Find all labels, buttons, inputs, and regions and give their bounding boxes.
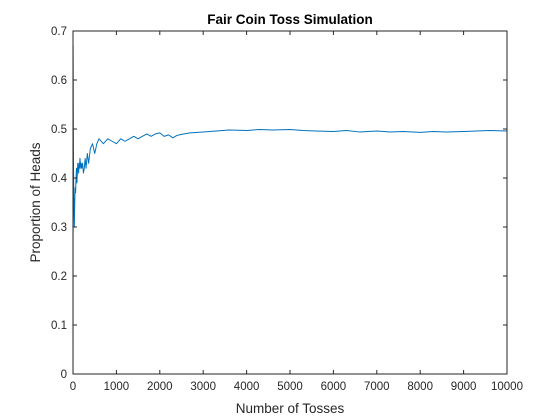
y-tick-label: 0.2 [51, 271, 67, 283]
series-line [72, 45, 508, 375]
x-tick-label: 2000 [147, 381, 173, 393]
x-tick-label: 7000 [364, 381, 390, 393]
chart-title: Fair Coin Toss Simulation [207, 12, 373, 27]
y-tick-label: 0 [61, 369, 67, 381]
y-tick-label: 0.6 [51, 75, 67, 87]
plot-area [73, 31, 507, 374]
x-tick-label: 9000 [451, 381, 477, 393]
y-tick-label: 0.4 [51, 173, 68, 185]
series-layer [72, 45, 508, 375]
tick-layer: 0 1000 2000 3000 4000 5000 6000 7000 8000 9000 100… [51, 26, 523, 393]
x-axis-label: Number of Tosses [236, 401, 345, 416]
y-tick-label: 0.7 [51, 26, 67, 38]
x-tick-label: 1000 [104, 381, 130, 393]
x-tick-label: 3000 [190, 381, 216, 393]
x-tick-label: 8000 [407, 381, 433, 393]
x-tick-label: 5000 [277, 381, 303, 393]
x-tick-label: 4000 [234, 381, 260, 393]
x-tick-label: 0 [70, 381, 76, 393]
y-tick-label: 0.1 [51, 320, 67, 332]
y-axis-label: Proportion of Heads [28, 142, 43, 262]
y-tick-label: 0.5 [51, 124, 67, 136]
y-tick-label: 0.3 [51, 222, 67, 234]
x-tick-label: 6000 [321, 381, 347, 393]
x-tick-label: 10000 [491, 381, 523, 393]
